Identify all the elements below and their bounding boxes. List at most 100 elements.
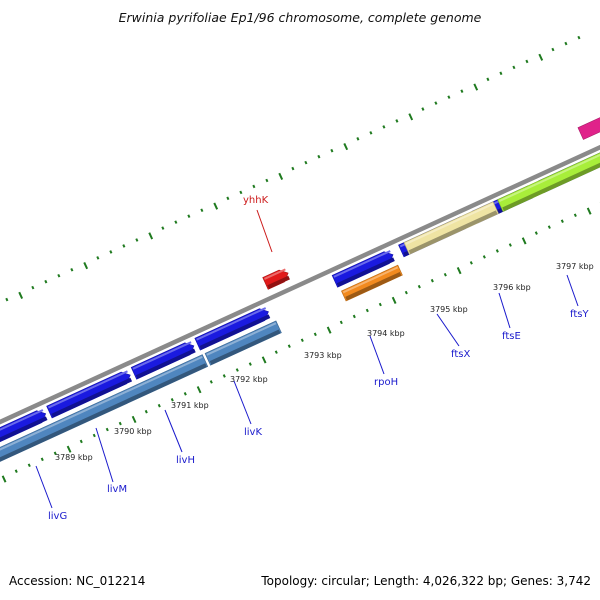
outer-ruler-tick <box>460 89 464 93</box>
inner-ruler-tick <box>495 249 499 253</box>
inner-ruler-tick <box>404 290 408 295</box>
outer-ruler-tick <box>408 113 414 121</box>
outer-ruler-tick <box>83 262 89 270</box>
inner-ruler-tick <box>209 380 213 384</box>
outer-ruler-tick <box>317 154 321 159</box>
gene-label-livG: livG <box>48 511 67 522</box>
outer-ruler-tick <box>525 59 529 64</box>
gene-label-ftsY: ftsY <box>570 309 589 320</box>
inner-ruler-tick <box>66 445 72 453</box>
inner-ruler-tick <box>118 421 122 426</box>
ftsY-feature-highlight <box>498 153 600 202</box>
ruler-label: 3793 kbp <box>304 351 342 360</box>
outer-ruler-tick <box>447 95 451 99</box>
inner-ruler-tick <box>183 392 187 396</box>
gene-leader-line <box>369 335 385 375</box>
ruler-label: 3796 kbp <box>493 283 531 292</box>
inner-ruler-tick <box>144 409 148 414</box>
ftsXE-feature-highlight <box>405 203 494 245</box>
feature-tracks <box>0 117 600 462</box>
gene-leader-line <box>436 313 460 347</box>
cds-arrow-highlight <box>47 370 128 409</box>
gene-label-yhhK: yhhK <box>243 195 269 206</box>
outer-ruler-tick <box>291 166 295 171</box>
gene-leader-line <box>566 274 579 307</box>
ruler-ticks <box>1 35 600 483</box>
outer-ruler-tick <box>135 238 139 242</box>
outer-ruler-tick <box>577 35 581 40</box>
inner-ruler-tick <box>196 386 202 394</box>
yhhK-feature-highlight <box>264 268 286 280</box>
inner-ruler-tick <box>352 314 356 319</box>
outer-ruler-tick <box>395 119 399 123</box>
outer-ruler-tick <box>213 202 219 210</box>
inner-ruler-tick <box>365 308 369 313</box>
ruler-label: 3792 kbp <box>230 375 268 384</box>
outer-ruler-tick <box>564 41 568 46</box>
cds-arrow-shadow <box>51 377 133 418</box>
gene-leader-line <box>95 427 114 483</box>
inner-ruler-tick <box>560 219 564 223</box>
outer-ruler-tick <box>356 137 360 141</box>
inner-ruler-tick <box>573 213 577 218</box>
inner-ruler-tick <box>27 463 31 468</box>
inner-ruler-tick <box>300 338 304 343</box>
outer-ruler-tick <box>161 226 165 230</box>
inner-ruler-tick <box>521 237 527 245</box>
inner-ruler-tick <box>456 267 462 275</box>
inner-ruler-tick <box>170 397 174 402</box>
map-title: Erwinia pyrifoliae Ep1/96 chromosome, co… <box>118 10 482 25</box>
inner-ruler-tick <box>547 225 551 229</box>
outer-ruler-tick <box>109 250 113 254</box>
cds-arrow-highlight <box>196 307 267 341</box>
outer-ruler-tick <box>486 77 490 82</box>
inner-ruler-tick <box>339 320 343 325</box>
gene-label-livM: livM <box>107 484 127 495</box>
rpoH-feature-highlight <box>342 266 399 294</box>
gene-leader-line <box>498 292 511 329</box>
outer-ruler-tick <box>434 101 438 105</box>
inner-ruler-tick <box>248 362 252 366</box>
ftsXE-feature-shadow <box>408 210 498 254</box>
outer-ruler-tick <box>31 285 35 290</box>
outer-ruler-tick <box>148 232 154 240</box>
ruler-label: 3789 kbp <box>55 453 93 462</box>
cds-arrow-shadow <box>199 314 271 350</box>
inner-ruler-tick <box>131 415 137 424</box>
ruler-label: 3794 kbp <box>367 329 405 338</box>
outer-ruler-tick <box>278 172 284 180</box>
outer-ruler-tick <box>473 83 479 91</box>
gene-label-ftsE: ftsE <box>502 331 521 342</box>
gene-leader-line <box>164 409 183 453</box>
yhhK-feature-shadow <box>267 275 290 289</box>
ruler-label: 3791 kbp <box>171 401 209 410</box>
inner-ruler-tick <box>417 284 421 289</box>
inner-ruler-tick <box>14 469 18 473</box>
gene-label-livH: livH <box>176 455 195 466</box>
ftsXE-feature <box>403 201 499 255</box>
outer-ruler-tick <box>18 291 24 300</box>
rpoH-feature-shadow <box>345 271 402 301</box>
topology-summary: Topology: circular; Length: 4,026,322 bp… <box>261 574 591 588</box>
outer-ruler-tick <box>96 256 100 260</box>
inner-ruler-tick <box>53 451 57 456</box>
livGMHK-operon-feature-highlight <box>0 355 203 451</box>
outer-ruler-tick <box>57 273 61 278</box>
outer-ruler-tick <box>200 208 204 213</box>
livK-feature-shadow <box>209 329 281 365</box>
outer-ruler-tick <box>499 71 503 76</box>
gene-leader-line <box>256 209 273 253</box>
inner-ruler-tick <box>326 326 332 334</box>
livK-feature <box>204 320 282 366</box>
outer-ruler-tick <box>122 244 126 248</box>
outer-ruler-tick <box>187 214 191 218</box>
outer-ruler-tick <box>330 148 334 153</box>
inner-ruler-tick <box>586 207 592 215</box>
outer-ruler-tick <box>369 131 373 135</box>
ruler-label: 3790 kbp <box>114 427 152 436</box>
outer-ruler-tick <box>382 125 386 129</box>
inner-ruler-tick <box>534 231 538 235</box>
inner-ruler-tick <box>378 302 382 307</box>
